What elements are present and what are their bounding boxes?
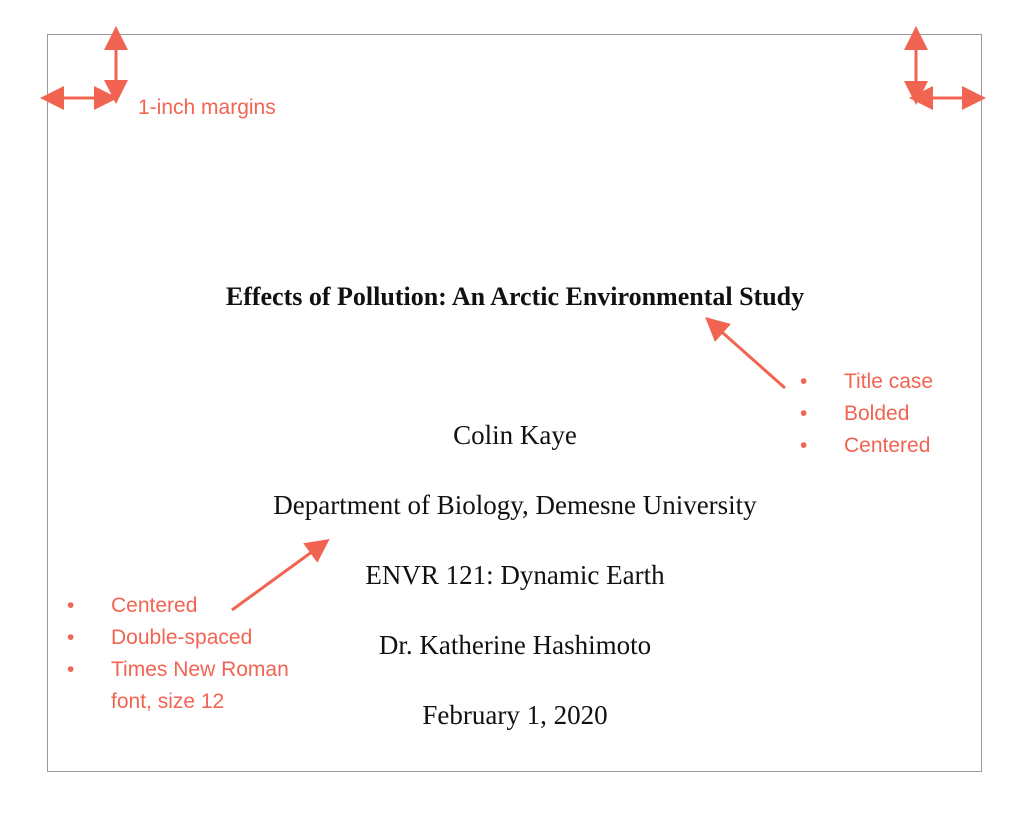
note-item: • Centered bbox=[67, 590, 289, 622]
body-notes: • Centered • Double-spaced • Times New Roma… bbox=[67, 590, 289, 718]
affiliation: Department of Biology, Demesne Universit… bbox=[273, 490, 757, 520]
bullet-icon: • bbox=[800, 402, 808, 425]
instructor: Dr. Katherine Hashimoto bbox=[378, 630, 652, 660]
note-item: • Title case bbox=[800, 366, 933, 398]
margins-note: 1-inch margins bbox=[138, 96, 276, 119]
title-notes: • Title case • Bolded • Centered bbox=[800, 366, 933, 462]
bullet-icon: • bbox=[800, 434, 808, 457]
paper-title: Effects of Pollution: An Arctic Environm… bbox=[225, 282, 805, 311]
bullet-icon: • bbox=[67, 594, 75, 617]
course: ENVR 121: Dynamic Earth bbox=[365, 560, 665, 590]
date: February 1, 2020 bbox=[422, 700, 608, 730]
title-page bbox=[47, 34, 982, 772]
note-item: • Double-spaced bbox=[67, 622, 289, 654]
bullet-icon: • bbox=[800, 370, 808, 393]
author-name: Colin Kaye bbox=[453, 420, 577, 450]
note-item: • Centered bbox=[800, 430, 933, 462]
note-item: • Bolded bbox=[800, 398, 933, 430]
bullet-icon: • bbox=[67, 658, 75, 681]
bullet-icon: • bbox=[67, 626, 75, 649]
body-pointer-arrow bbox=[231, 538, 330, 612]
title-pointer-arrow bbox=[705, 317, 786, 390]
note-item: • Times New Roman bbox=[67, 654, 289, 686]
note-item-continued: font, size 12 bbox=[111, 690, 225, 713]
